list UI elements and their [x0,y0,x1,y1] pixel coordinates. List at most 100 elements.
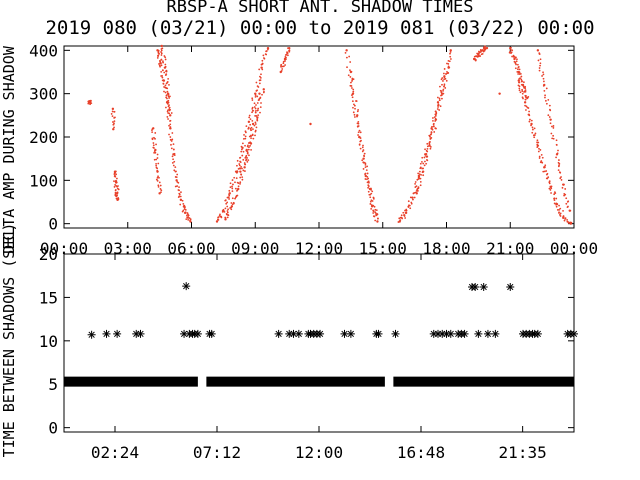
data-point [429,135,431,138]
data-point [111,107,115,111]
x-tick-label: 21:00 [486,239,534,258]
data-point [232,201,235,204]
data-point [254,121,257,124]
asterisk-stroke [484,330,492,338]
data-point [156,179,159,182]
data-point [352,90,355,93]
data-point [553,202,556,205]
data-point [524,90,527,93]
asterisk-stroke [113,330,121,338]
data-point [356,110,359,113]
data-point [115,197,118,200]
data-point [549,109,552,112]
data-point [552,125,555,127]
data-point [414,181,417,183]
data-point [236,164,238,167]
top-y-axis-label: DELTA AMP DURING SHADOW [0,45,18,254]
data-point [536,139,539,142]
data-point [435,127,437,130]
data-point [164,63,167,66]
data-point [375,209,378,212]
data-point [251,120,254,122]
data-point [161,76,164,79]
data-point [515,56,517,59]
data-point [253,106,256,108]
data-point [225,213,228,216]
data-point [113,122,115,125]
data-point [238,163,241,165]
x-tick-label: 09:00 [231,239,279,258]
data-point [228,198,230,200]
data-point [254,115,256,117]
data-point [239,183,241,185]
data-point [434,120,437,122]
data-point [346,66,348,69]
data-point [542,77,545,80]
data-point [247,120,251,124]
data-point [251,97,254,100]
data-point [442,92,445,95]
data-point [356,125,359,128]
data-point [369,196,372,199]
data-point [430,131,433,134]
data-point [521,88,524,91]
data-point [483,49,486,52]
data-point [447,59,450,62]
data-point [558,204,560,207]
data-point [570,221,573,224]
data-point [287,47,289,49]
data-point [236,159,239,162]
data-point [172,148,175,151]
data-point [170,147,173,150]
data-point [401,217,404,220]
data-point [538,147,540,150]
data-point [112,123,115,126]
data-point [552,134,555,137]
data-point [174,166,177,168]
asterisk-stroke [392,330,399,338]
data-point [244,156,247,159]
data-point [562,217,564,219]
data-point [160,48,163,50]
data-point [539,62,542,65]
data-point [544,96,546,99]
x-tick-label: 18:00 [422,239,470,258]
data-point [399,216,402,219]
figure-title: RBSP-A SHORT ANT. SHADOW TIMES [166,0,473,17]
data-point [249,134,252,137]
data-point [352,103,355,106]
data-point [521,92,524,95]
data-point [136,329,145,338]
data-point [240,165,243,168]
data-point [225,202,228,205]
data-point [177,196,180,198]
data-point [186,214,188,217]
data-point [563,219,566,222]
data-point [242,150,245,153]
data-point [541,75,543,77]
data-point [523,91,525,93]
data-point [475,55,478,57]
data-point [224,199,227,202]
data-point [400,214,403,217]
data-point [167,77,170,80]
data-point [167,93,170,96]
data-point [560,179,563,181]
data-point [543,89,546,92]
data-point [248,141,251,144]
top-panel-scatter: 0 100 200 300 400 00:00 03:00 06:00 09:00 12:00 15… [29,41,598,258]
data-point [345,49,348,52]
data-point [449,51,452,53]
data-point [256,95,259,98]
data-point [162,82,165,85]
data-point [374,219,377,222]
data-point [548,182,551,185]
data-point [263,90,265,93]
data-point [437,103,440,106]
data-point [215,220,219,223]
data-point [538,155,541,158]
data-point [220,215,223,218]
data-point [432,119,434,122]
data-point [115,195,118,197]
data-point [157,175,159,178]
